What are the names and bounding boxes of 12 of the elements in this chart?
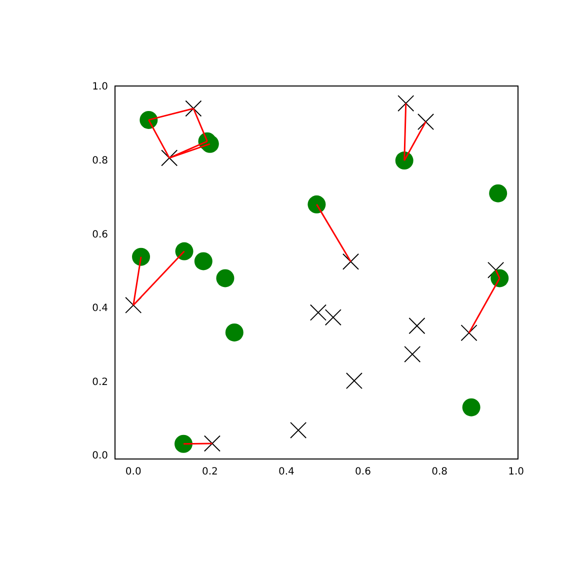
- y-tick-label: 0.2: [92, 376, 108, 388]
- y-tick-label: 0.6: [92, 229, 108, 240]
- y-tick-label: 0.8: [92, 155, 108, 166]
- x-tick-label: 1.0: [508, 466, 524, 478]
- x-tick-label: 0.6: [355, 466, 371, 478]
- y-tick-label: 0.4: [92, 303, 108, 314]
- x-tick-label: 0.8: [432, 466, 448, 478]
- y-tick-label: 0.0: [92, 450, 108, 462]
- x-tick-label: 0.4: [278, 466, 294, 478]
- y-tick-label: 1.0: [92, 82, 108, 93]
- x-tick-label: 0.2: [202, 466, 218, 478]
- x-tick-label: 0.0: [125, 466, 142, 478]
